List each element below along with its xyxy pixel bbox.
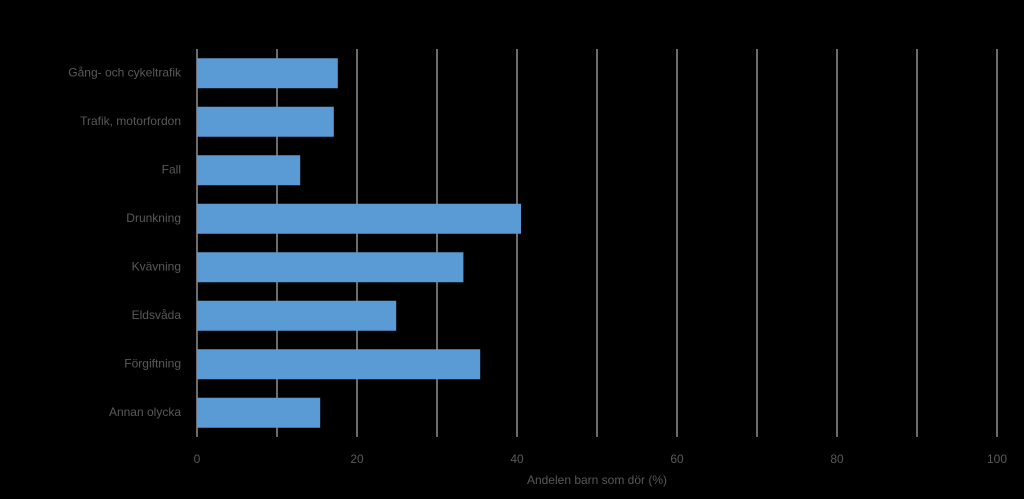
y-tick-label: Kvävning [132,259,181,273]
bar [197,203,521,234]
y-tick-label: Trafik, motorfordon [80,114,181,128]
y-tick-label: Eldsvåda [132,308,182,322]
x-tick-label: 100 [987,452,1007,466]
bar [197,155,301,186]
y-tick-label: Gång- och cykeltrafik [68,65,182,79]
y-tick-label: Annan olycka [109,405,181,419]
bar [197,58,338,89]
x-axis-title: Andelen barn som dör (%) [527,473,667,487]
bar [197,300,397,331]
bar [197,252,464,283]
x-tick-label: 40 [510,452,524,466]
y-tick-label: Förgiftning [124,356,181,370]
x-tick-label: 20 [350,452,364,466]
bar [197,106,334,137]
y-tick-label: Fall [162,162,181,176]
x-tick-label: 60 [670,452,684,466]
bar [197,397,321,428]
y-tick-label: Drunkning [126,211,181,225]
x-tick-label: 80 [830,452,844,466]
x-tick-label: 0 [194,452,201,466]
bar [197,349,481,380]
